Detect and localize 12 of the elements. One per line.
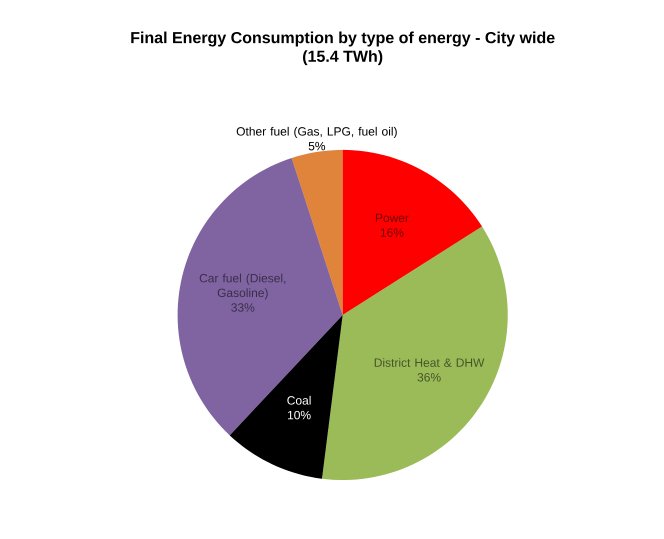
slice-label: Coal xyxy=(287,396,311,405)
slice-label: Car fuel (Diesel, Gasoline) xyxy=(200,274,286,300)
chart-subtitle: (15.4 TWh) xyxy=(303,50,382,66)
slice-label: District Heat & DHW xyxy=(374,358,484,367)
chart-title: Final Energy Consumption by type of energy - City wide xyxy=(131,32,555,47)
slice-label: Other fuel (Gas, LPG, fuel oil) xyxy=(236,126,397,138)
data-label: 33% xyxy=(231,303,254,312)
slice-label: Power xyxy=(376,214,409,222)
data-label: 36% xyxy=(418,373,441,382)
data-label: 10% xyxy=(288,410,311,420)
data-label: 5% xyxy=(308,142,326,150)
data-label: 16% xyxy=(380,228,404,237)
